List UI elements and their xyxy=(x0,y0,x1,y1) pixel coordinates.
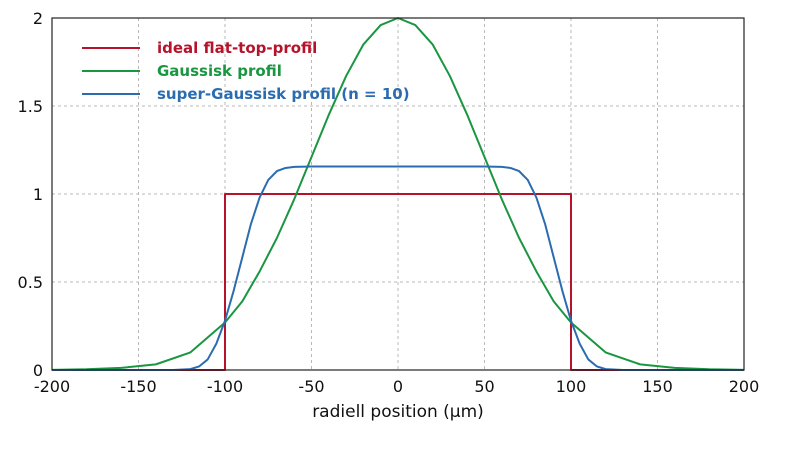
y-tick-label: 1.5 xyxy=(18,97,43,116)
plot-frame xyxy=(51,17,745,371)
legend-label: ideal flat-top-profil xyxy=(157,39,317,57)
legend: ideal flat-top-profil Gaussisk profil supe… xyxy=(82,39,410,103)
y-tick-label: 0 xyxy=(33,361,43,380)
x-tick-label: -100 xyxy=(207,377,243,396)
legend-label: Gaussisk profil xyxy=(157,62,282,80)
x-tick-label: 150 xyxy=(642,377,673,396)
x-tick-label: 50 xyxy=(474,377,494,396)
x-axis-ticks: -200 -150 -100 -50 0 50 100 150 200 xyxy=(34,377,759,396)
x-tick-label: 200 xyxy=(729,377,760,396)
legend-label: super-Gaussisk profil (n = 10) xyxy=(157,85,410,103)
y-tick-label: 2 xyxy=(33,9,43,28)
x-tick-label: -200 xyxy=(34,377,70,396)
y-tick-label: 0.5 xyxy=(18,273,43,292)
x-tick-label: -150 xyxy=(120,377,156,396)
y-axis-ticks: 0 0.5 1 1.5 2 xyxy=(18,9,43,380)
x-tick-label: 0 xyxy=(393,377,403,396)
y-tick-label: 1 xyxy=(33,185,43,204)
series-line-3 xyxy=(52,165,744,371)
x-axis-title: radiell position (µm) xyxy=(312,402,484,422)
x-tick-label: -50 xyxy=(298,377,324,396)
x-tick-label: 100 xyxy=(556,377,587,396)
